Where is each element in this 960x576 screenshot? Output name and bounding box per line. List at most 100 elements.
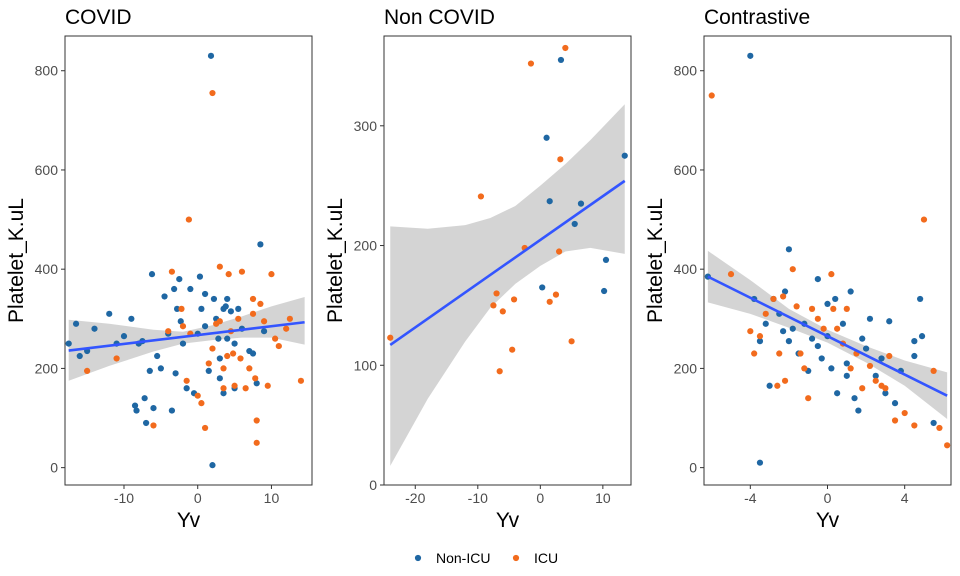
panel-border [383, 35, 632, 486]
data-point [268, 271, 275, 278]
data-point [148, 271, 156, 278]
y-tick-label: 100 [354, 357, 378, 373]
data-point [847, 288, 854, 295]
regression-line [389, 179, 626, 346]
data-point [183, 385, 190, 392]
data-point [260, 318, 268, 325]
data-point [918, 333, 926, 340]
data-point [249, 310, 257, 317]
legend: Non-ICU ICU [414, 550, 558, 566]
x-tick-label: -20 [405, 490, 425, 506]
data-point [727, 271, 735, 278]
data-point [225, 271, 232, 278]
data-point [253, 439, 260, 446]
data-point [577, 200, 585, 207]
data-point [855, 407, 862, 414]
y-tick-label: 200 [35, 360, 59, 376]
data-point [198, 305, 205, 312]
y-axis-title: Platelet_K.uL [5, 198, 28, 323]
confidence-band [68, 296, 305, 381]
data-point [172, 370, 179, 377]
data-point [275, 342, 282, 350]
x-tick-label: 0 [194, 490, 202, 506]
data-point [832, 295, 839, 303]
data-point [805, 395, 812, 402]
data-point [866, 362, 874, 370]
data-point [557, 156, 564, 163]
legend-item: ICU [512, 550, 558, 566]
data-point [843, 360, 850, 367]
data-point [539, 284, 546, 291]
data-point [490, 302, 497, 309]
data-point [917, 295, 924, 303]
data-point [216, 318, 223, 325]
data-point [260, 328, 268, 335]
data-point [828, 365, 835, 372]
data-point [143, 419, 150, 427]
data-point [477, 193, 485, 200]
panel-border [703, 35, 952, 486]
data-point [231, 340, 238, 347]
data-point [283, 325, 290, 332]
y-tick-label: 800 [35, 63, 59, 79]
x-axis-title: Yv [177, 509, 201, 532]
data-point [242, 385, 249, 392]
data-point [781, 288, 789, 295]
x-tick-label: 4 [901, 490, 909, 506]
data-point [859, 335, 866, 342]
data-point [264, 382, 271, 389]
data-point [133, 407, 140, 414]
y-axis-title: Platelet_K.uL [324, 198, 347, 323]
series-icu [84, 89, 305, 446]
data-point [224, 295, 231, 303]
data-point [205, 367, 212, 374]
data-point [176, 276, 183, 283]
data-point [201, 290, 209, 298]
x-tick-label: 0 [536, 490, 544, 506]
data-point [911, 352, 918, 360]
data-point [224, 352, 231, 360]
x-axis-title: Yv [816, 509, 840, 532]
data-point [936, 424, 943, 432]
data-point [747, 328, 754, 335]
x-tick-label: -10 [468, 490, 488, 506]
data-point [173, 305, 181, 312]
data-point [751, 350, 758, 357]
data-point [878, 382, 885, 389]
x-tick-label: 0 [824, 490, 832, 506]
data-point [216, 375, 223, 382]
y-tick-label: 400 [674, 261, 698, 277]
data-point [171, 285, 178, 293]
data-point [201, 323, 209, 330]
data-point [150, 404, 157, 412]
data-point [227, 308, 234, 315]
data-point [76, 352, 83, 360]
panel-2: Non COVID-20 -10 0 100100200300YvPlatelet_K… [324, 6, 632, 532]
data-point [387, 334, 394, 341]
data-point [168, 407, 176, 414]
data-point [839, 320, 847, 327]
data-point [930, 419, 937, 427]
data-point [878, 355, 885, 362]
x-tick-label: 10 [595, 490, 611, 506]
y-tick-label: 0 [689, 460, 697, 476]
data-point [220, 390, 227, 397]
data-point [215, 335, 222, 342]
legend-marker [512, 554, 520, 562]
data-point [230, 350, 237, 357]
data-point [808, 305, 816, 312]
data-point [286, 315, 293, 322]
data-point [571, 220, 578, 228]
regression-line [68, 320, 305, 352]
data-point [891, 417, 899, 424]
legend-item: Non-ICU [414, 550, 490, 566]
y-tick-label: 0 [50, 460, 58, 476]
data-point [72, 320, 80, 327]
series-nonicu [65, 52, 268, 469]
data-point [766, 382, 773, 389]
data-point [249, 295, 257, 303]
data-point [601, 287, 608, 295]
data-point [161, 293, 168, 300]
data-point [920, 216, 928, 223]
data-point [527, 60, 535, 67]
